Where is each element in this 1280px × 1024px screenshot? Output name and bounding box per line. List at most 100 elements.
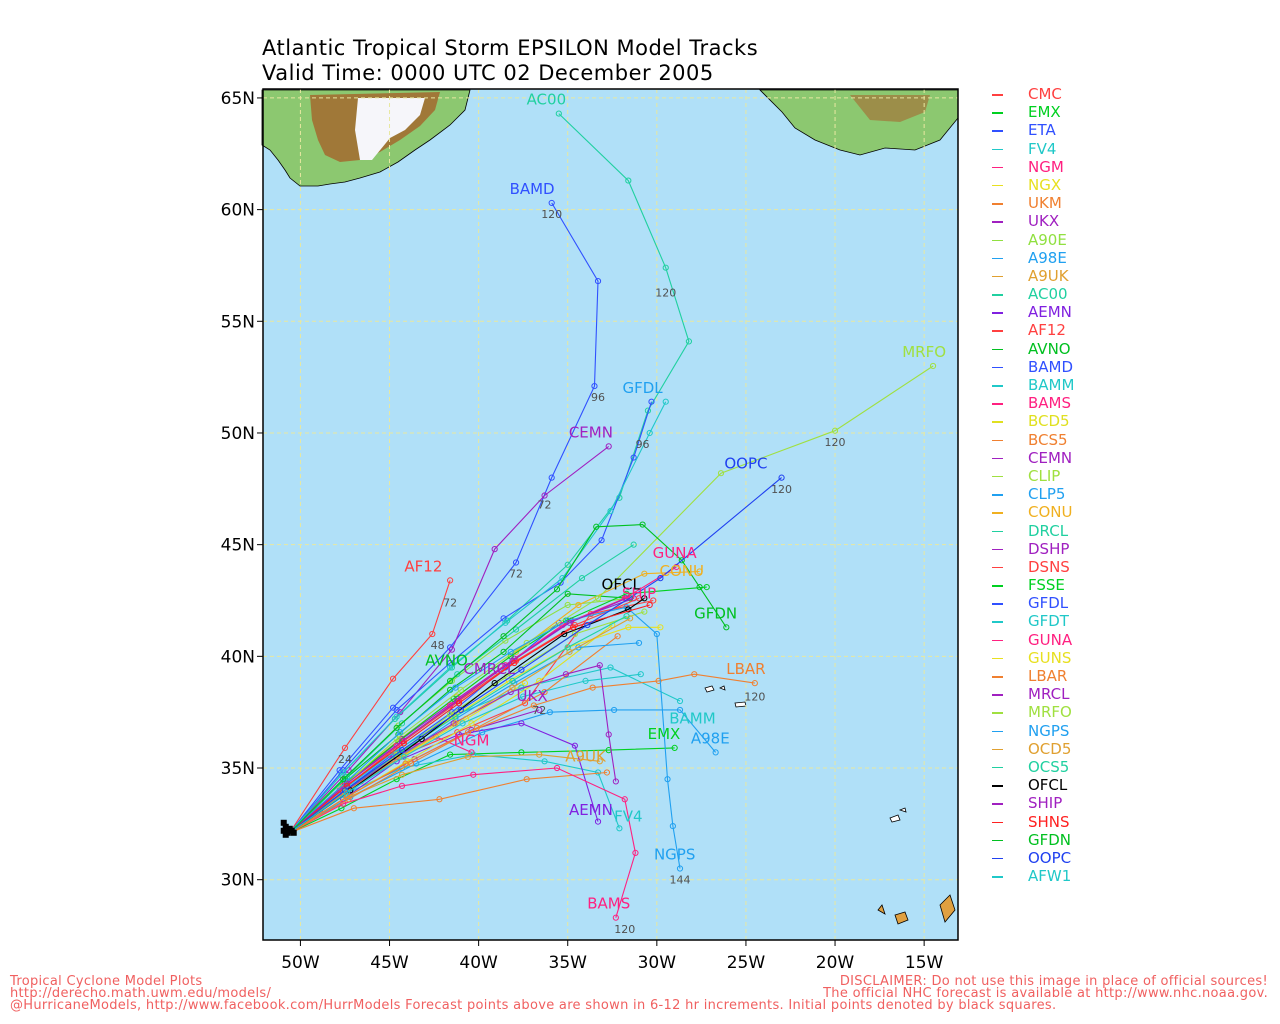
legend-label: NGM — [1028, 157, 1064, 176]
model-label: BAMD — [510, 180, 555, 198]
legend-label: ETA — [1028, 121, 1056, 140]
model-label: AVNO — [425, 651, 468, 669]
track-point — [612, 914, 619, 921]
track-point — [393, 724, 400, 731]
track-point — [447, 702, 454, 709]
track-point — [509, 677, 516, 685]
legend-label: CLP5 — [1028, 485, 1066, 504]
track-point — [468, 720, 475, 727]
legend-entry-cmc: CMC — [990, 85, 1110, 103]
forecast-hour-label: 96 — [591, 391, 605, 404]
footer-left-line: @HurricaneModels, http://www.facebook.co… — [10, 998, 1057, 1013]
track-point — [402, 760, 409, 767]
track-point — [548, 199, 555, 207]
track-point — [575, 601, 582, 609]
track-point — [400, 753, 407, 760]
track-point — [696, 583, 703, 591]
forecast-hour-label: 72 — [532, 704, 546, 717]
track-point — [447, 659, 454, 667]
legend-label: GUNA — [1028, 630, 1073, 649]
track-point — [447, 577, 454, 584]
track-point — [512, 626, 520, 633]
legend-line-swatch — [992, 94, 1003, 96]
lon-tick-label: 25W — [727, 953, 766, 973]
legend-label: NGPS — [1028, 721, 1070, 740]
footer-left-line[interactable]: http://derecho.math.uwm.edu/models/ — [10, 986, 272, 1001]
legend-line-swatch — [992, 385, 1003, 387]
legend-entry-ac00: AC00 — [990, 285, 1110, 303]
legend-line-swatch — [992, 748, 1003, 751]
legend-label: UKX — [1028, 212, 1060, 231]
track-point — [676, 697, 684, 705]
track-point — [571, 742, 578, 749]
track-point — [569, 624, 577, 631]
track-point — [641, 595, 648, 602]
legend-entry-eta: ETA — [990, 121, 1110, 139]
track-point — [398, 771, 406, 778]
legend-line-swatch — [992, 585, 1003, 587]
legend-label: EMX — [1028, 103, 1061, 122]
track-point — [717, 470, 725, 477]
track-bcs5 — [289, 635, 618, 834]
legend-line-swatch — [992, 294, 1003, 296]
legend-label: GFDT — [1028, 612, 1069, 631]
track-point — [723, 624, 730, 631]
legend-entry-ngps: NGPS — [990, 722, 1110, 740]
legend-entry-emx: EMX — [990, 103, 1110, 121]
track-point — [578, 575, 586, 582]
track-point — [669, 822, 676, 830]
track-point — [662, 264, 669, 271]
legend-label: OFCL — [1028, 776, 1068, 795]
legend-label: A90E — [1028, 230, 1067, 249]
legend-label: A9UK — [1028, 266, 1069, 285]
legend-entry-ocd5: OCD5 — [990, 740, 1110, 758]
legend-label: BCS5 — [1028, 430, 1068, 449]
legend-label: BAMM — [1028, 376, 1075, 394]
track-point — [566, 619, 573, 626]
model-label: A9UK — [565, 747, 607, 765]
ocean-rect — [263, 89, 958, 940]
lon-tick-label: 45W — [370, 953, 409, 973]
legend-line-swatch — [992, 621, 1003, 623]
track-af12 — [289, 580, 451, 834]
track-point — [646, 601, 653, 609]
track-point — [630, 454, 637, 461]
track-point — [397, 729, 404, 736]
legend-label: OCS5 — [1028, 757, 1070, 776]
track-point — [635, 639, 643, 647]
legend-entry-mrcl: MRCL — [990, 685, 1110, 703]
track-point — [470, 771, 477, 778]
initial-point-square — [280, 827, 287, 834]
track-point — [596, 758, 603, 765]
track-point — [393, 706, 400, 714]
track-point — [625, 177, 632, 184]
track-point — [676, 706, 684, 714]
lon-tick-label: 20W — [816, 953, 855, 973]
track-point — [340, 769, 347, 776]
track-point — [553, 586, 561, 593]
track-point — [621, 796, 628, 803]
graticule — [263, 89, 958, 940]
legend-entry-gfdt: GFDT — [990, 612, 1110, 630]
model-label: AF12 — [404, 557, 442, 575]
initial-point-square — [282, 823, 289, 830]
lon-tick-label: 30W — [638, 953, 677, 973]
track-point — [536, 751, 543, 758]
legend-entry-a9uk: A9UK — [990, 267, 1110, 285]
track-point — [607, 508, 614, 515]
model-label: BAMS — [587, 895, 630, 913]
track-point — [575, 644, 582, 651]
legend-line-swatch — [992, 694, 1003, 696]
track-point — [393, 735, 400, 743]
legend-line-swatch — [992, 857, 1003, 860]
legend-label: AEMN — [1028, 303, 1072, 322]
track-point — [571, 630, 578, 638]
model-label: NGPS — [654, 846, 695, 864]
track-point — [447, 677, 454, 685]
legend-line-swatch — [992, 839, 1003, 842]
model-label: UKX — [517, 687, 548, 705]
legend-label: FSSE — [1028, 576, 1065, 595]
legend-line-swatch — [992, 221, 1003, 223]
model-label: GFDL — [622, 379, 663, 397]
track-point — [564, 644, 571, 651]
